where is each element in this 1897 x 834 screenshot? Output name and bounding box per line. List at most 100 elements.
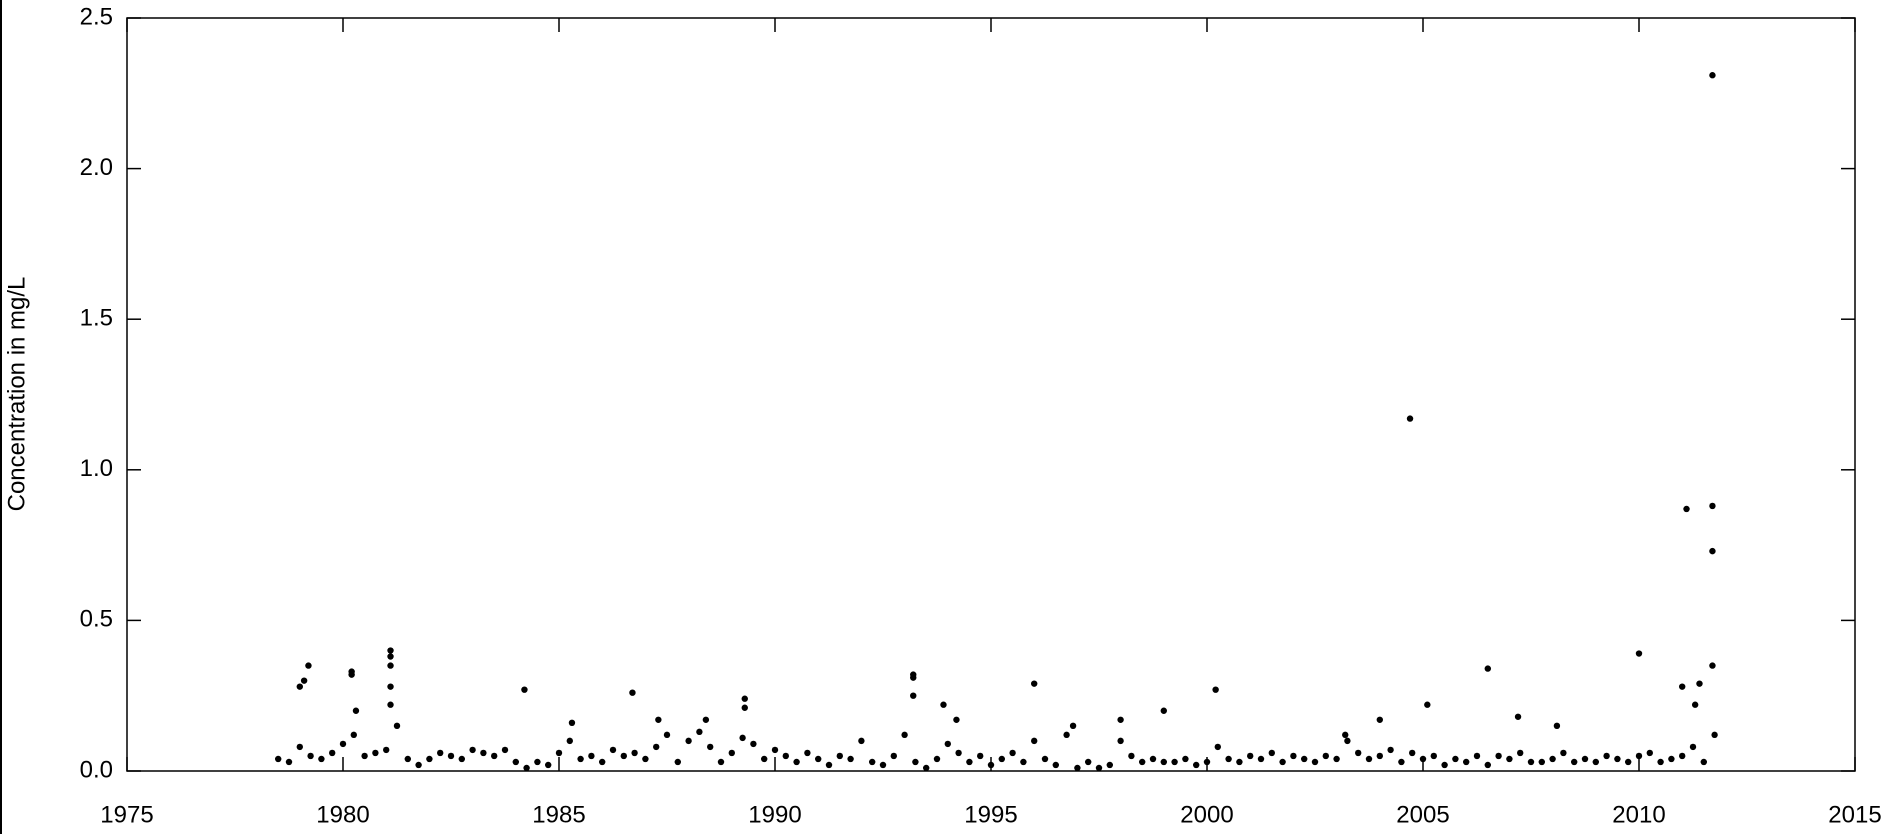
point [1365, 755, 1373, 763]
point [437, 749, 444, 757]
y-tick-label: 0.0 [80, 756, 113, 783]
point [1657, 758, 1664, 766]
point [387, 701, 394, 708]
point [702, 716, 710, 723]
point [1430, 752, 1438, 760]
point [1117, 737, 1124, 745]
y-tick-label: 1.0 [80, 455, 113, 482]
point [383, 746, 390, 754]
point [545, 761, 552, 769]
point [966, 758, 973, 766]
point [1074, 764, 1081, 772]
point [387, 683, 394, 690]
point [1247, 752, 1254, 760]
point [1506, 755, 1513, 763]
point [1473, 752, 1481, 760]
point [629, 689, 636, 696]
point [339, 740, 347, 748]
point [1646, 749, 1654, 757]
point [1709, 662, 1716, 669]
y-tick-label: 2.0 [80, 154, 113, 181]
point [1106, 761, 1114, 769]
x-tick-label: 1995 [964, 801, 1017, 828]
point [469, 746, 476, 754]
point [285, 758, 293, 766]
point [1398, 758, 1405, 766]
point [1668, 755, 1675, 763]
point [696, 728, 703, 736]
point [998, 755, 1005, 763]
point [1419, 755, 1427, 763]
point [901, 731, 908, 739]
point [318, 755, 325, 763]
point [1203, 758, 1211, 766]
point [663, 731, 671, 739]
point [307, 752, 314, 760]
point [426, 755, 433, 763]
point [296, 683, 303, 690]
x-tick-label: 2000 [1180, 801, 1233, 828]
point [404, 755, 411, 763]
point [912, 758, 919, 766]
point [1683, 505, 1690, 513]
point [1689, 743, 1697, 751]
point [1571, 758, 1578, 766]
point [415, 761, 422, 769]
point [782, 752, 789, 760]
point [1063, 731, 1070, 739]
point [1517, 749, 1524, 757]
point [923, 764, 930, 772]
point [815, 755, 822, 763]
point [1592, 758, 1600, 766]
point [1342, 731, 1349, 739]
point [825, 761, 833, 769]
point [1696, 680, 1703, 687]
point [534, 758, 541, 766]
point [1635, 752, 1643, 760]
point [1406, 415, 1414, 422]
point [739, 734, 746, 742]
point [393, 722, 401, 730]
point [1495, 752, 1502, 760]
point [480, 749, 487, 757]
point [1549, 755, 1556, 763]
point [761, 755, 768, 763]
point [1581, 755, 1589, 763]
point [933, 755, 941, 763]
point [1139, 758, 1146, 766]
point [387, 647, 394, 654]
y-tick-label: 2.5 [80, 3, 113, 30]
point [329, 749, 336, 757]
point [1182, 755, 1189, 763]
point [1691, 701, 1699, 708]
point [1095, 764, 1103, 772]
point [1560, 749, 1567, 757]
point [1149, 755, 1157, 763]
point [1290, 752, 1297, 760]
point [1387, 746, 1394, 754]
point [387, 662, 394, 669]
x-tick-label: 2005 [1396, 801, 1449, 828]
point [275, 755, 282, 763]
point [521, 686, 528, 693]
point [501, 746, 509, 754]
point [890, 752, 897, 760]
point [741, 704, 748, 711]
point [631, 749, 638, 757]
point [1679, 683, 1686, 690]
point [955, 749, 962, 757]
x-tick-label: 1985 [532, 801, 585, 828]
point [1322, 752, 1330, 760]
point [836, 752, 843, 760]
point [305, 662, 312, 669]
point [655, 716, 662, 723]
point [1160, 758, 1168, 766]
point [1268, 749, 1276, 757]
point [588, 752, 595, 760]
point [1117, 716, 1124, 723]
point [577, 755, 584, 763]
point [555, 749, 563, 757]
point [348, 671, 355, 678]
point [910, 692, 917, 699]
